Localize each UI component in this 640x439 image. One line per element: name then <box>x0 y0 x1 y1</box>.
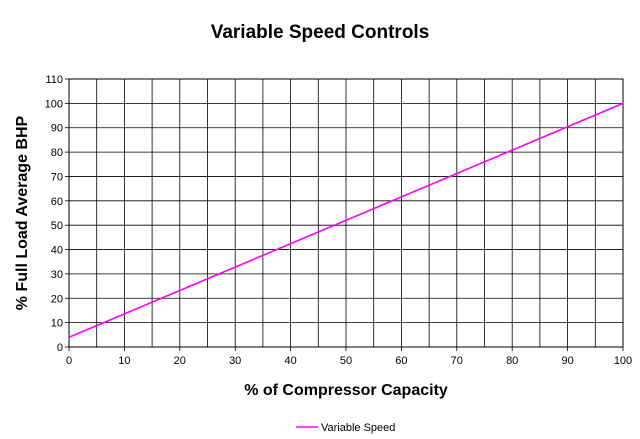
y-tick-label: 10 <box>51 318 63 330</box>
y-tick-label: 20 <box>51 293 63 305</box>
x-tick-label: 80 <box>506 355 518 367</box>
plot-area: 0 10 20 30 40 50 60 70 80 90 100 110 0 10 20 30 40 50 60 70… <box>45 74 633 367</box>
y-tick-label: 40 <box>51 245 63 257</box>
y-tick-label: 110 <box>45 74 63 86</box>
x-tick-label: 60 <box>395 355 407 367</box>
x-tick-label: 20 <box>174 355 186 367</box>
y-tick-label: 80 <box>51 147 63 159</box>
x-tick-label: 90 <box>561 355 573 367</box>
y-tick-label: 0 <box>57 342 63 354</box>
x-tick-label: 40 <box>284 355 296 367</box>
y-axis-title: % Full Load Average BHP <box>14 115 31 310</box>
x-axis-title: % of Compressor Capacity <box>244 382 448 399</box>
x-tick-label: 100 <box>614 355 632 367</box>
series-line-variable-speed <box>68 102 624 338</box>
legend: Variable Speed <box>296 422 395 434</box>
y-tick-label: 100 <box>45 98 63 110</box>
y-tick-label: 50 <box>51 220 63 232</box>
chart-title: Variable Speed Controls <box>211 22 430 43</box>
x-tick-label: 10 <box>118 355 130 367</box>
y-tick-label: 70 <box>51 171 63 183</box>
x-tick-label: 30 <box>229 355 241 367</box>
x-tick-label: 70 <box>451 355 463 367</box>
y-tick-label: 30 <box>51 269 63 281</box>
x-tick-label: 0 <box>66 355 72 367</box>
y-tick-label: 60 <box>51 196 63 208</box>
x-tick-label: 50 <box>340 355 352 367</box>
legend-label: Variable Speed <box>321 422 395 434</box>
y-tick-label: 90 <box>51 123 63 135</box>
